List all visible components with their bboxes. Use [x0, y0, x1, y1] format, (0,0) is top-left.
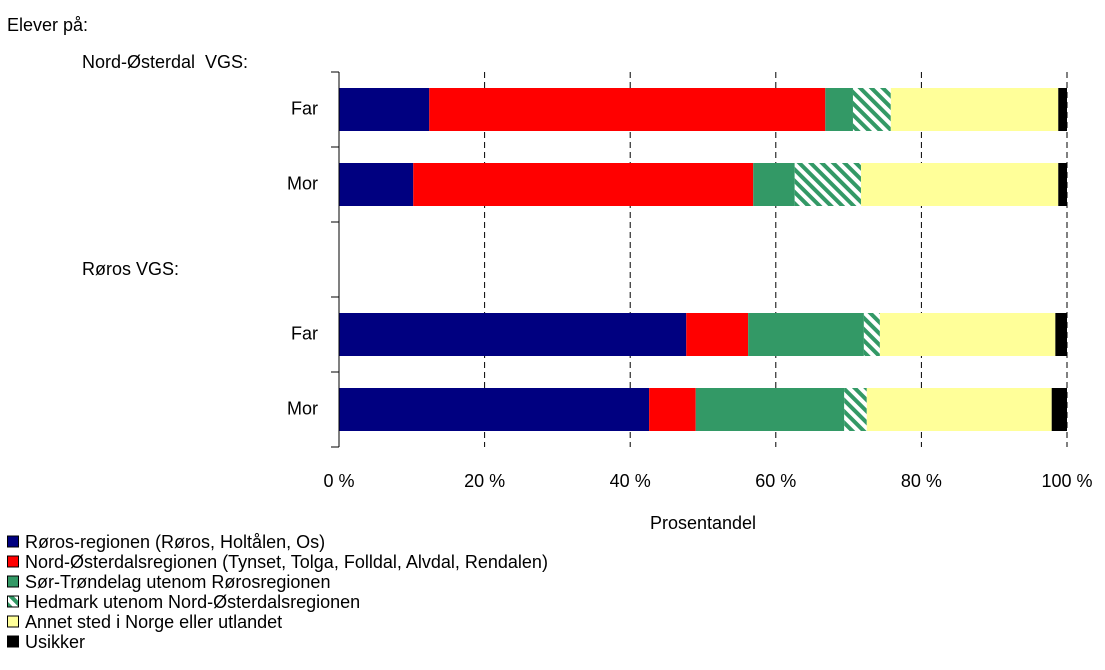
bar-segment	[794, 163, 861, 206]
legend-label: Nord-Østerdalsregionen (Tynset, Tolga, F…	[25, 552, 548, 572]
legend-label: Røros-regionen (Røros, Holtålen, Os)	[25, 532, 325, 552]
x-tick-label: 0 %	[323, 471, 354, 491]
header: Elever på:	[7, 15, 88, 35]
legend-swatch	[7, 615, 19, 628]
y-tick-label: Mor	[287, 398, 318, 418]
bar-segment	[413, 163, 754, 206]
legend-label: Usikker	[25, 632, 85, 652]
bar-segment	[339, 388, 650, 431]
x-tick-label: 60 %	[755, 471, 796, 491]
y-tick-label: Far	[291, 98, 318, 118]
legend-label: Sør-Trøndelag utenom Rørosregionen	[25, 572, 330, 592]
group-label: Nord-Østerdal VGS:	[82, 52, 248, 72]
bar-segment	[339, 163, 414, 206]
bar-segment	[890, 88, 1059, 131]
bar-segment	[686, 313, 749, 356]
bar-segment	[852, 88, 891, 131]
bar-segment	[860, 163, 1059, 206]
x-tick-label: 80 %	[901, 471, 942, 491]
legend-label: Hedmark utenom Nord-Østerdalsregionen	[25, 592, 360, 612]
bar-segment	[695, 388, 845, 431]
bar-segment	[339, 313, 687, 356]
bar-segment	[866, 388, 1052, 431]
legend-swatch	[7, 635, 19, 648]
legend-swatch	[7, 595, 19, 608]
bar-segment	[748, 313, 864, 356]
bar-segment	[1051, 388, 1067, 431]
x-tick-label: 20 %	[464, 471, 505, 491]
bar-segment	[339, 88, 430, 131]
x-tick-label: 40 %	[610, 471, 651, 491]
bar-segment	[879, 313, 1056, 356]
legend-swatch	[7, 575, 19, 588]
bar-segment	[1055, 313, 1067, 356]
legend-swatch	[7, 535, 19, 548]
bar-segment	[1058, 163, 1067, 206]
y-tick-label: Mor	[287, 173, 318, 193]
group-label: Røros VGS:	[82, 259, 179, 279]
bar-segment	[649, 388, 696, 431]
bar-segment	[753, 163, 795, 206]
bar-segment	[825, 88, 853, 131]
x-axis-label: Prosentandel	[650, 513, 756, 533]
legend-swatch	[7, 555, 19, 568]
bar-segment	[429, 88, 826, 131]
bar-segment	[844, 388, 867, 431]
bar-segment	[863, 313, 880, 356]
bar-segment	[1058, 88, 1067, 131]
x-tick-label: 100 %	[1041, 471, 1092, 491]
legend-label: Annet sted i Norge eller utlandet	[25, 612, 282, 632]
y-tick-label: Far	[291, 323, 318, 343]
